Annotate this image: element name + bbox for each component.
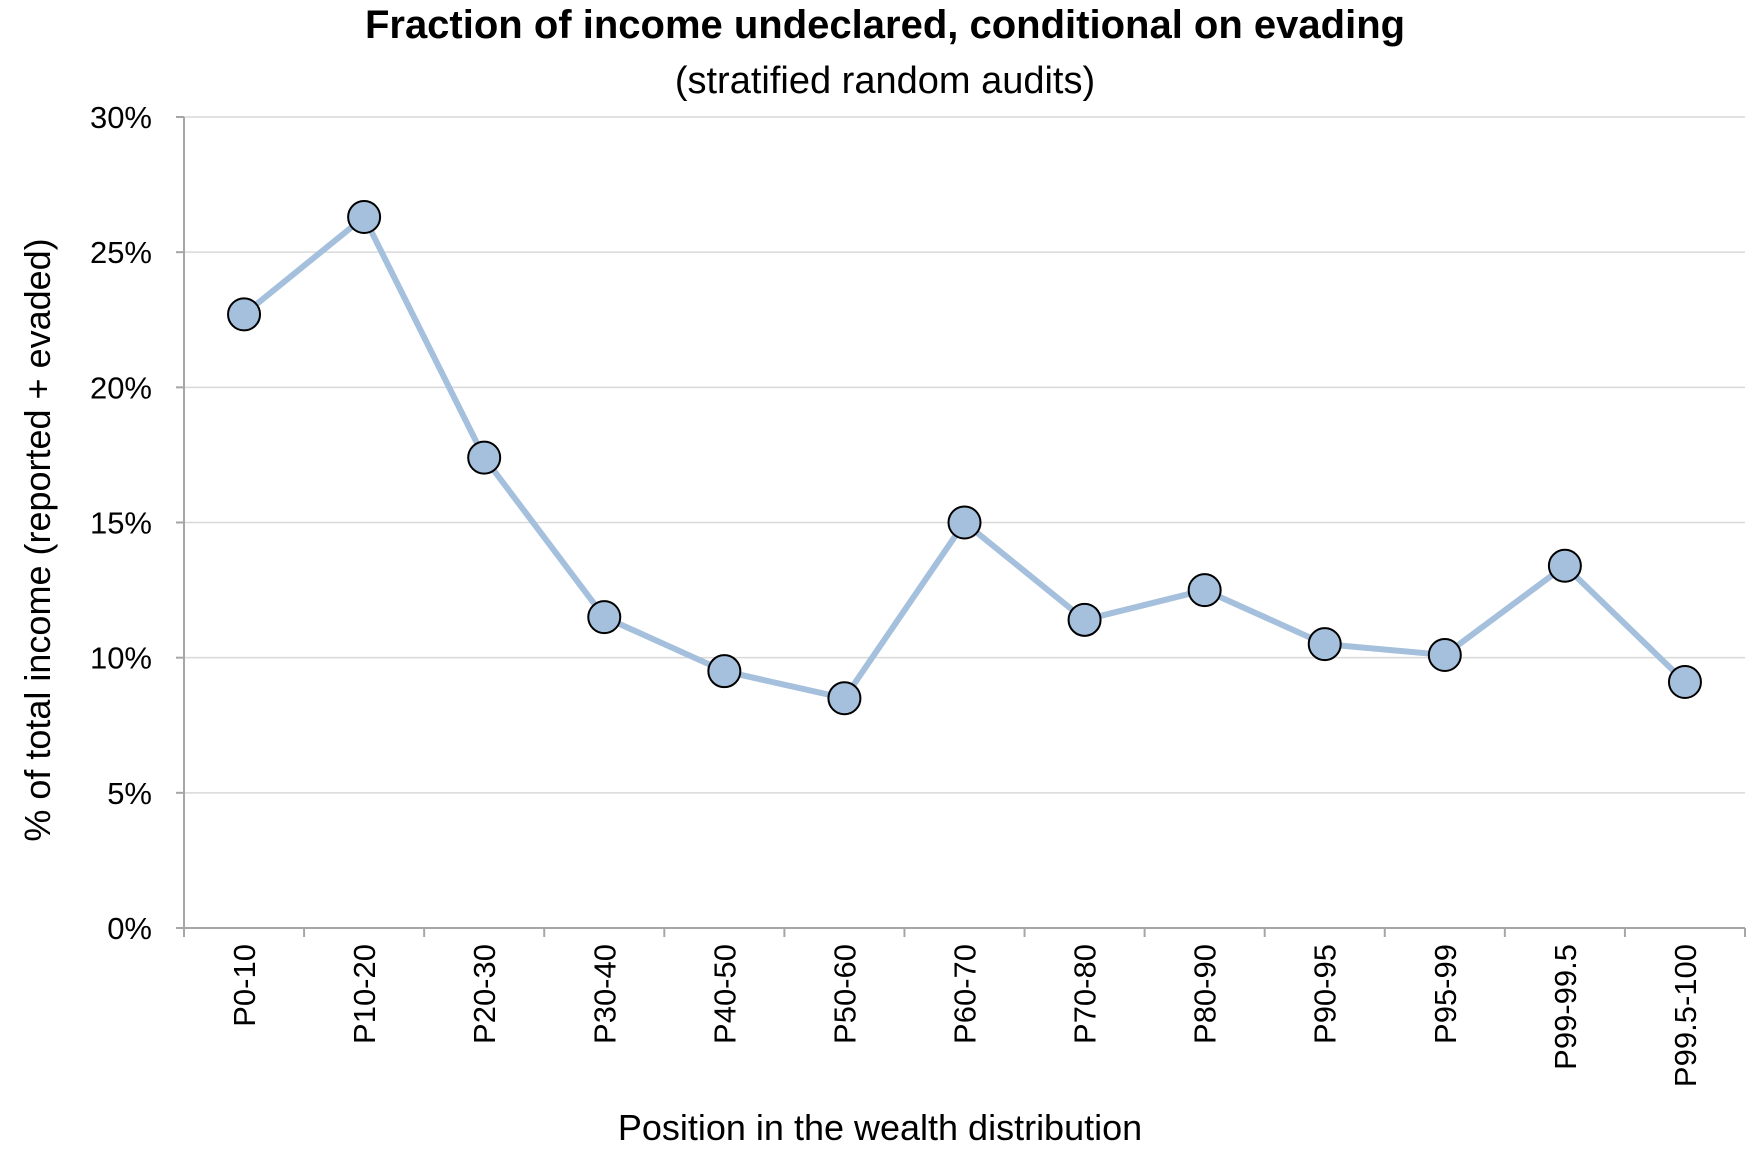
x-tick-label: P30-40 <box>587 944 622 1044</box>
data-point-marker <box>1427 637 1462 672</box>
y-tick-label: 5% <box>107 776 152 811</box>
data-point-marker <box>347 200 382 235</box>
x-tick-label: P60-70 <box>948 944 983 1044</box>
chart-subtitle: (stratified random audits) <box>675 60 1095 102</box>
axes <box>176 116 1746 937</box>
data-point-marker <box>707 654 742 689</box>
y-tick-label: 25% <box>90 235 152 270</box>
x-tick-label: P10-20 <box>347 944 382 1044</box>
data-point-marker <box>1307 627 1342 662</box>
gridlines <box>184 116 1745 794</box>
data-point-marker <box>1067 602 1102 637</box>
y-tick-labels: 0% 5% 10% 15% 20% 25% 30% <box>90 100 152 946</box>
x-axis-label: Position in the wealth distribution <box>618 1107 1142 1148</box>
x-tick-label: P0-10 <box>227 944 262 1027</box>
y-tick-label: 30% <box>90 100 152 135</box>
series-markers <box>227 200 1702 716</box>
data-point-marker <box>947 505 982 540</box>
x-tick-label: P80-90 <box>1188 944 1223 1044</box>
y-axis-label: % of total income (reported + evaded) <box>17 238 58 841</box>
x-tick-label: P99.5-100 <box>1668 944 1703 1087</box>
chart-title: Fraction of income undeclared, condition… <box>365 3 1405 47</box>
x-tick-label: P70-80 <box>1068 944 1103 1044</box>
y-tick-label: 15% <box>90 506 152 541</box>
data-point-marker <box>587 600 622 635</box>
x-tick-label: P50-60 <box>827 944 862 1044</box>
series-line <box>241 214 1688 702</box>
data-point-marker <box>1667 664 1702 699</box>
data-point-marker <box>1187 573 1222 608</box>
data-point-marker <box>1547 548 1582 583</box>
x-tick-label: P40-50 <box>707 944 742 1044</box>
x-tick-label: P95-99 <box>1428 944 1463 1044</box>
data-point-marker <box>467 440 502 475</box>
series-line-group <box>241 214 1688 702</box>
y-tick-label: 20% <box>90 370 152 405</box>
x-tick-label: P99-99.5 <box>1548 944 1583 1070</box>
y-tick-label: 10% <box>90 641 152 676</box>
data-point-marker <box>827 681 862 716</box>
y-tick-label: 0% <box>107 911 152 946</box>
x-tick-labels: P0-10 P10-20 P20-30 P30-40 P40-50 P50-60 P60-7… <box>227 944 1703 1087</box>
x-tick-label: P20-30 <box>467 944 502 1044</box>
x-tick-label: P90-95 <box>1308 944 1343 1044</box>
data-point-marker <box>227 297 262 332</box>
